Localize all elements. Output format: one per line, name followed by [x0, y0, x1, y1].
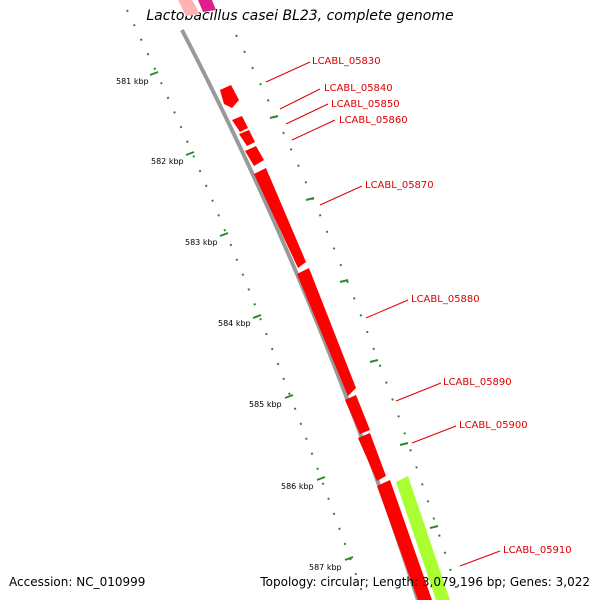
gene-lcabl-05910[interactable]: [377, 480, 432, 600]
top-feature-pink: [178, 0, 200, 16]
gene-label: LCABL_05840: [324, 83, 393, 94]
genome-summary-text: Topology: circular; Length: 3,079,196 bp…: [260, 575, 590, 589]
tick-mark: [339, 279, 349, 283]
outer-ticks: [269, 115, 439, 529]
outer-ruler: [235, 34, 461, 600]
tick-label: 584 kbp: [218, 319, 251, 328]
inner-ruler: [126, 9, 366, 600]
gene-lcabl-05860[interactable]: [245, 146, 264, 166]
tick-mark: [149, 71, 159, 76]
tick-labels: 581 kbp 582 kbp 583 kbp 584 kbp 585 kbp …: [116, 77, 342, 572]
gene-features[interactable]: [220, 85, 450, 600]
accession-text: Accession: NC_010999: [9, 575, 146, 589]
gene-labels: LCABL_05830 LCABL_05840 LCABL_05850 LCAB…: [312, 56, 572, 556]
gene-label: LCABL_05910: [503, 545, 572, 556]
tick-mark: [185, 151, 195, 156]
gene-lcabl-05830[interactable]: [220, 85, 239, 108]
gene-label: LCABL_05880: [411, 294, 480, 305]
tick-label: 583 kbp: [185, 238, 218, 247]
tick-mark: [269, 115, 279, 119]
tick-mark: [399, 442, 409, 446]
gene-lcabl-05850[interactable]: [239, 130, 255, 146]
tick-label: 585 kbp: [249, 400, 282, 409]
gene-label: LCABL_05850: [331, 99, 400, 110]
gene-lcabl-05840[interactable]: [232, 116, 248, 132]
leader-lines: [265, 61, 501, 567]
tick-mark: [219, 232, 229, 237]
gene-label: LCABL_05900: [459, 420, 528, 431]
tick-label: 587 kbp: [309, 563, 342, 572]
tick-mark: [252, 314, 262, 319]
tick-mark: [284, 394, 294, 399]
ruler-ticks: [149, 71, 354, 561]
map-title: Lactobacillus casei BL23, complete genom…: [146, 8, 454, 24]
top-feature-magenta: [198, 0, 216, 12]
gene-label: LCABL_05860: [339, 115, 408, 126]
gene-lcabl-05880[interactable]: [297, 268, 356, 396]
gene-highlight[interactable]: [396, 476, 450, 600]
tick-mark: [316, 476, 326, 481]
gene-label: LCABL_05890: [443, 377, 512, 388]
tick-label: 582 kbp: [151, 157, 184, 166]
gene-lcabl-05890[interactable]: [345, 395, 370, 434]
gene-label: LCABL_05830: [312, 56, 381, 67]
gene-lcabl-05900[interactable]: [358, 433, 386, 481]
tick-mark: [344, 556, 354, 561]
gene-label: LCABL_05870: [365, 180, 434, 191]
tick-mark: [369, 359, 379, 363]
tick-label: 586 kbp: [281, 482, 314, 491]
gene-lcabl-05870[interactable]: [254, 168, 306, 268]
tick-label: 581 kbp: [116, 77, 149, 86]
tick-mark: [429, 525, 439, 529]
tick-mark: [305, 197, 315, 201]
